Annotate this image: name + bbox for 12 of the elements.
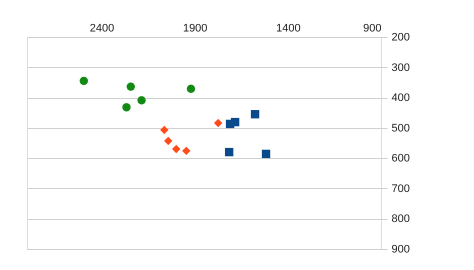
x-tick-label: 2400 <box>90 22 114 34</box>
y-tick-label: 900 <box>392 244 410 256</box>
y-tick-label: 200 <box>392 32 410 44</box>
x-tick-label: 1400 <box>276 22 301 34</box>
y-tick-label: 700 <box>392 182 410 195</box>
y-tick-label: 500 <box>392 122 410 134</box>
y-tick-label: 600 <box>392 152 410 165</box>
y-tick-label: 300 <box>392 62 410 74</box>
y-tick-label: 800 <box>392 213 410 226</box>
x-tick-label: 1900 <box>182 22 208 34</box>
y-tick-label: 400 <box>392 92 410 104</box>
x-tick-label: 900 <box>363 22 382 34</box>
